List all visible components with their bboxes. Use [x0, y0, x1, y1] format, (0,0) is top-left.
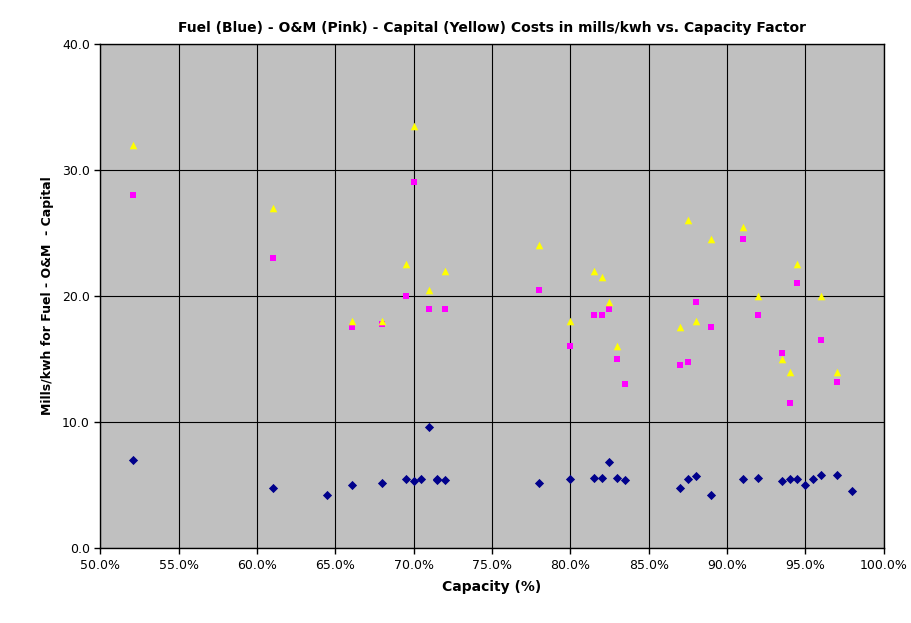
Point: [126, 455, 140, 465]
Point: [602, 297, 617, 307]
Point: [422, 303, 436, 313]
Point: [790, 259, 804, 269]
Point: [422, 422, 436, 432]
Point: [783, 474, 797, 484]
Point: [587, 310, 601, 320]
Point: [406, 477, 421, 487]
Point: [672, 323, 687, 333]
Point: [751, 473, 765, 483]
Point: [345, 316, 360, 326]
Point: [594, 272, 609, 282]
Point: [437, 303, 452, 313]
Point: [594, 473, 609, 483]
Point: [265, 253, 280, 263]
Point: [587, 473, 601, 483]
Point: [774, 348, 789, 358]
Point: [398, 259, 413, 269]
Point: [126, 140, 140, 150]
Point: [814, 291, 828, 301]
Point: [563, 316, 578, 326]
Point: [375, 316, 390, 326]
Point: [594, 310, 609, 320]
Point: [798, 480, 813, 490]
Point: [610, 473, 625, 483]
Point: [406, 121, 421, 131]
Point: [790, 278, 804, 288]
Point: [681, 216, 695, 226]
Point: [532, 240, 547, 250]
Point: [375, 478, 390, 488]
Title: Fuel (Blue) - O&M (Pink) - Capital (Yellow) Costs in mills/kwh vs. Capacity Fact: Fuel (Blue) - O&M (Pink) - Capital (Yell…: [178, 22, 806, 36]
Point: [587, 265, 601, 275]
Point: [437, 475, 452, 485]
Point: [829, 377, 844, 387]
Point: [430, 474, 445, 484]
Point: [610, 341, 625, 351]
Point: [618, 379, 632, 389]
Point: [618, 475, 632, 485]
Point: [689, 316, 703, 326]
Point: [783, 366, 797, 376]
Point: [398, 474, 413, 484]
Point: [406, 178, 421, 188]
Point: [430, 475, 445, 485]
Point: [672, 483, 687, 493]
Point: [320, 490, 334, 500]
Point: [704, 234, 719, 244]
Point: [265, 202, 280, 212]
Y-axis label: Mills/kwh for Fuel - O&M  - Capital: Mills/kwh for Fuel - O&M - Capital: [41, 176, 54, 416]
Point: [783, 398, 797, 408]
Point: [774, 354, 789, 364]
Point: [265, 483, 280, 493]
Point: [829, 470, 844, 480]
Point: [422, 285, 436, 295]
Point: [814, 470, 828, 480]
Point: [375, 319, 390, 329]
Point: [563, 341, 578, 351]
Point: [610, 354, 625, 364]
Point: [704, 490, 719, 500]
Point: [681, 356, 695, 366]
Point: [437, 265, 452, 275]
Point: [681, 474, 695, 484]
Point: [532, 285, 547, 295]
Point: [126, 190, 140, 200]
Point: [704, 323, 719, 333]
Point: [689, 297, 703, 307]
Point: [814, 335, 828, 345]
Point: [735, 222, 750, 232]
Point: [563, 474, 578, 484]
Point: [735, 234, 750, 244]
Point: [790, 474, 804, 484]
X-axis label: Capacity (%): Capacity (%): [443, 580, 541, 594]
Point: [751, 291, 765, 301]
Point: [398, 291, 413, 301]
Point: [689, 472, 703, 482]
Point: [345, 323, 360, 333]
Point: [806, 474, 821, 484]
Point: [774, 477, 789, 487]
Point: [751, 310, 765, 320]
Point: [415, 474, 429, 484]
Point: [345, 480, 360, 490]
Point: [845, 487, 860, 497]
Point: [602, 303, 617, 313]
Point: [829, 366, 844, 376]
Point: [532, 478, 547, 488]
Point: [735, 474, 750, 484]
Point: [602, 457, 617, 467]
Point: [672, 360, 687, 370]
